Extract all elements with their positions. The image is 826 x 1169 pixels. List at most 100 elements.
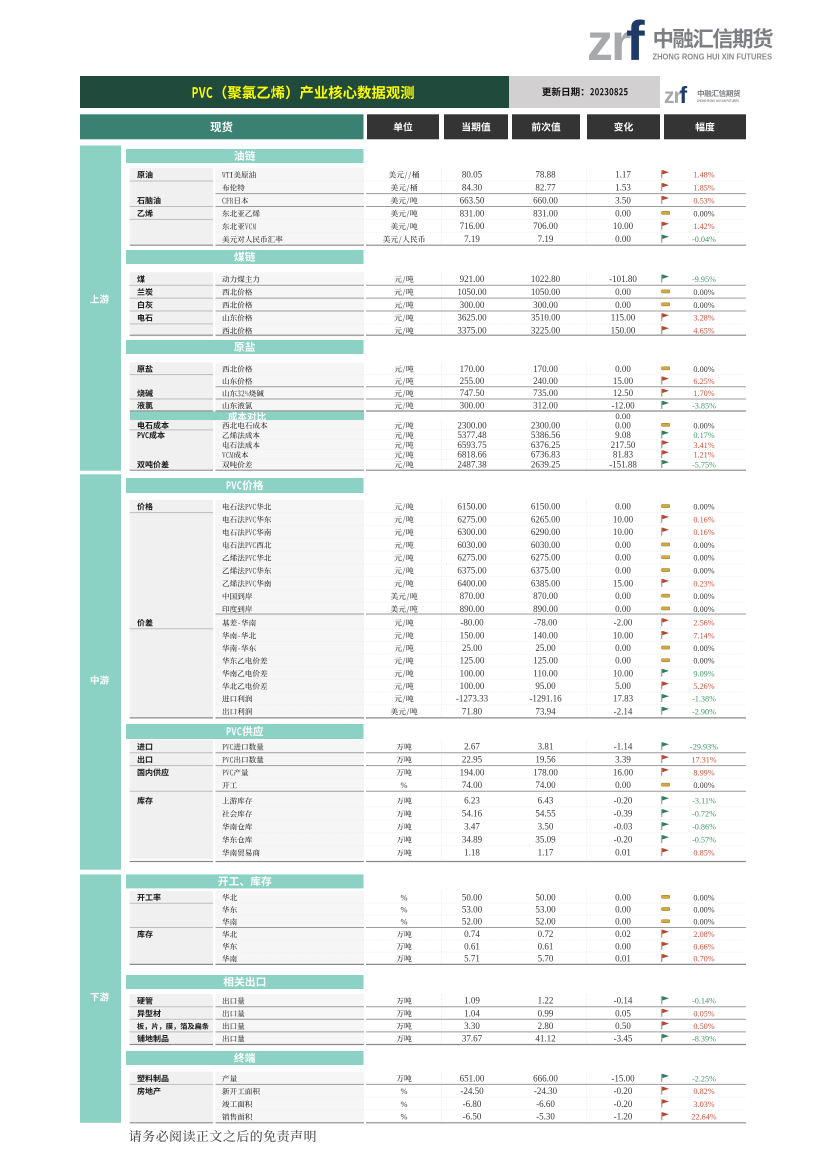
svg-text:10.00: 10.00	[613, 668, 634, 678]
svg-text:16.00: 16.00	[613, 767, 634, 777]
svg-text:0.00%: 0.00%	[693, 657, 714, 666]
svg-text:0.00%: 0.00%	[693, 503, 714, 512]
svg-text:-2.14: -2.14	[614, 706, 633, 716]
svg-text:25.00: 25.00	[535, 643, 556, 653]
svg-text:82.77: 82.77	[535, 183, 556, 193]
svg-text:6275.00: 6275.00	[457, 553, 487, 563]
svg-text:178.00: 178.00	[533, 767, 558, 777]
svg-text:52.00: 52.00	[535, 917, 556, 927]
svg-text:312.00: 312.00	[533, 400, 558, 410]
svg-text:831.00: 831.00	[533, 208, 558, 218]
svg-text:0.00: 0.00	[615, 917, 631, 927]
svg-text:0.00: 0.00	[615, 502, 631, 512]
svg-text:25.00: 25.00	[462, 643, 483, 653]
svg-text:0.00: 0.00	[615, 420, 631, 430]
svg-text:300.00: 300.00	[460, 400, 485, 410]
svg-text:170.00: 170.00	[460, 364, 485, 374]
svg-text:0.00: 0.00	[615, 540, 631, 550]
svg-text:17.83: 17.83	[613, 694, 634, 704]
svg-text:890.00: 890.00	[533, 604, 558, 614]
svg-text:1050.00: 1050.00	[531, 287, 561, 297]
svg-text:0.00%: 0.00%	[693, 365, 714, 374]
svg-text:100.00: 100.00	[460, 668, 485, 678]
svg-text:0.00: 0.00	[615, 892, 631, 902]
svg-text:%: %	[401, 906, 408, 915]
svg-text:-0.20: -0.20	[614, 835, 633, 845]
svg-text:78.88: 78.88	[535, 170, 556, 180]
svg-text:5.70: 5.70	[538, 954, 554, 964]
svg-text:716.00: 716.00	[460, 221, 485, 231]
svg-text:34.89: 34.89	[462, 835, 483, 845]
svg-text:-3.45: -3.45	[614, 1034, 633, 1044]
svg-text:54.16: 54.16	[462, 809, 483, 819]
svg-text:6150.00: 6150.00	[531, 502, 561, 512]
svg-text:6275.00: 6275.00	[531, 553, 561, 563]
svg-text:-9.95%: -9.95%	[692, 275, 716, 284]
svg-text:0.85%: 0.85%	[693, 849, 714, 858]
svg-text:100.00: 100.00	[460, 681, 485, 691]
svg-text:54.55: 54.55	[535, 809, 556, 819]
svg-text:0.00%: 0.00%	[693, 567, 714, 576]
svg-text:53.00: 53.00	[535, 905, 556, 915]
svg-text:-0.20: -0.20	[614, 1099, 633, 1109]
svg-text:7.14%: 7.14%	[693, 631, 714, 640]
svg-text:0.05%: 0.05%	[693, 1009, 714, 1018]
svg-text:6375.00: 6375.00	[457, 566, 487, 576]
svg-text:0.00: 0.00	[615, 643, 631, 653]
svg-text:22.64%: 22.64%	[691, 1113, 716, 1122]
svg-text:3375.00: 3375.00	[457, 326, 487, 336]
svg-text:6290.00: 6290.00	[531, 527, 561, 537]
svg-text:-6.80: -6.80	[463, 1099, 482, 1109]
svg-text:6300.00: 6300.00	[457, 527, 487, 537]
svg-text:zr: zr	[587, 14, 631, 72]
svg-text:663.50: 663.50	[460, 195, 485, 205]
svg-text:73.94: 73.94	[535, 706, 556, 716]
svg-text:19.56: 19.56	[535, 755, 556, 765]
svg-text:6400.00: 6400.00	[457, 578, 487, 588]
svg-text:0.00: 0.00	[615, 656, 631, 666]
svg-text:255.00: 255.00	[460, 376, 485, 386]
svg-text:3.47: 3.47	[464, 822, 480, 832]
svg-text:0.00: 0.00	[615, 234, 631, 244]
svg-text:0.00: 0.00	[615, 941, 631, 951]
svg-text:0.61: 0.61	[464, 941, 480, 951]
svg-text:1.04: 1.04	[464, 1008, 480, 1018]
svg-text:0.00%: 0.00%	[693, 644, 714, 653]
svg-text:115.00: 115.00	[611, 313, 636, 323]
svg-text:6.23: 6.23	[464, 796, 480, 806]
svg-text:0.00%: 0.00%	[693, 781, 714, 790]
svg-text:0.00%: 0.00%	[693, 288, 714, 297]
svg-text:1.48%: 1.48%	[693, 171, 714, 180]
svg-text:-0.39: -0.39	[614, 809, 633, 819]
svg-text:-0.14: -0.14	[614, 996, 633, 1006]
svg-text:ZHONG RONG HUI XIN FUTURES: ZHONG RONG HUI XIN FUTURES	[697, 99, 739, 103]
svg-text:1.22: 1.22	[538, 996, 554, 1006]
svg-text:5386.56: 5386.56	[531, 430, 561, 440]
svg-text:831.00: 831.00	[460, 208, 485, 218]
svg-text:10.00: 10.00	[613, 527, 634, 537]
svg-text:-1.20: -1.20	[614, 1112, 633, 1122]
svg-text:81.83: 81.83	[613, 450, 634, 460]
svg-text:10.00: 10.00	[613, 630, 634, 640]
svg-text:ZHONG RONG HUI XIN FUTURES: ZHONG RONG HUI XIN FUTURES	[653, 53, 773, 62]
svg-text:2.67: 2.67	[464, 742, 480, 752]
svg-text:-151.88: -151.88	[609, 460, 637, 470]
svg-text:0.00: 0.00	[615, 604, 631, 614]
svg-text:6.43: 6.43	[538, 796, 554, 806]
svg-text:37.67: 37.67	[462, 1034, 483, 1044]
svg-text:7.19: 7.19	[464, 234, 480, 244]
svg-text:10.00: 10.00	[613, 221, 634, 231]
svg-text:0.99: 0.99	[538, 1008, 554, 1018]
svg-text:1.17: 1.17	[615, 170, 631, 180]
svg-text:125.00: 125.00	[533, 656, 558, 666]
svg-text:2.08%: 2.08%	[693, 930, 714, 939]
svg-text:3.28%: 3.28%	[693, 314, 714, 323]
svg-text:-78.00: -78.00	[534, 618, 558, 628]
svg-text:0.01: 0.01	[615, 848, 631, 858]
svg-text:9.08: 9.08	[615, 430, 631, 440]
svg-text:0.00: 0.00	[615, 208, 631, 218]
svg-text:10.00: 10.00	[613, 514, 634, 524]
svg-text:2300.00: 2300.00	[531, 420, 561, 430]
svg-text:3.03%: 3.03%	[693, 1100, 714, 1109]
svg-text:-2.25%: -2.25%	[692, 1074, 716, 1083]
